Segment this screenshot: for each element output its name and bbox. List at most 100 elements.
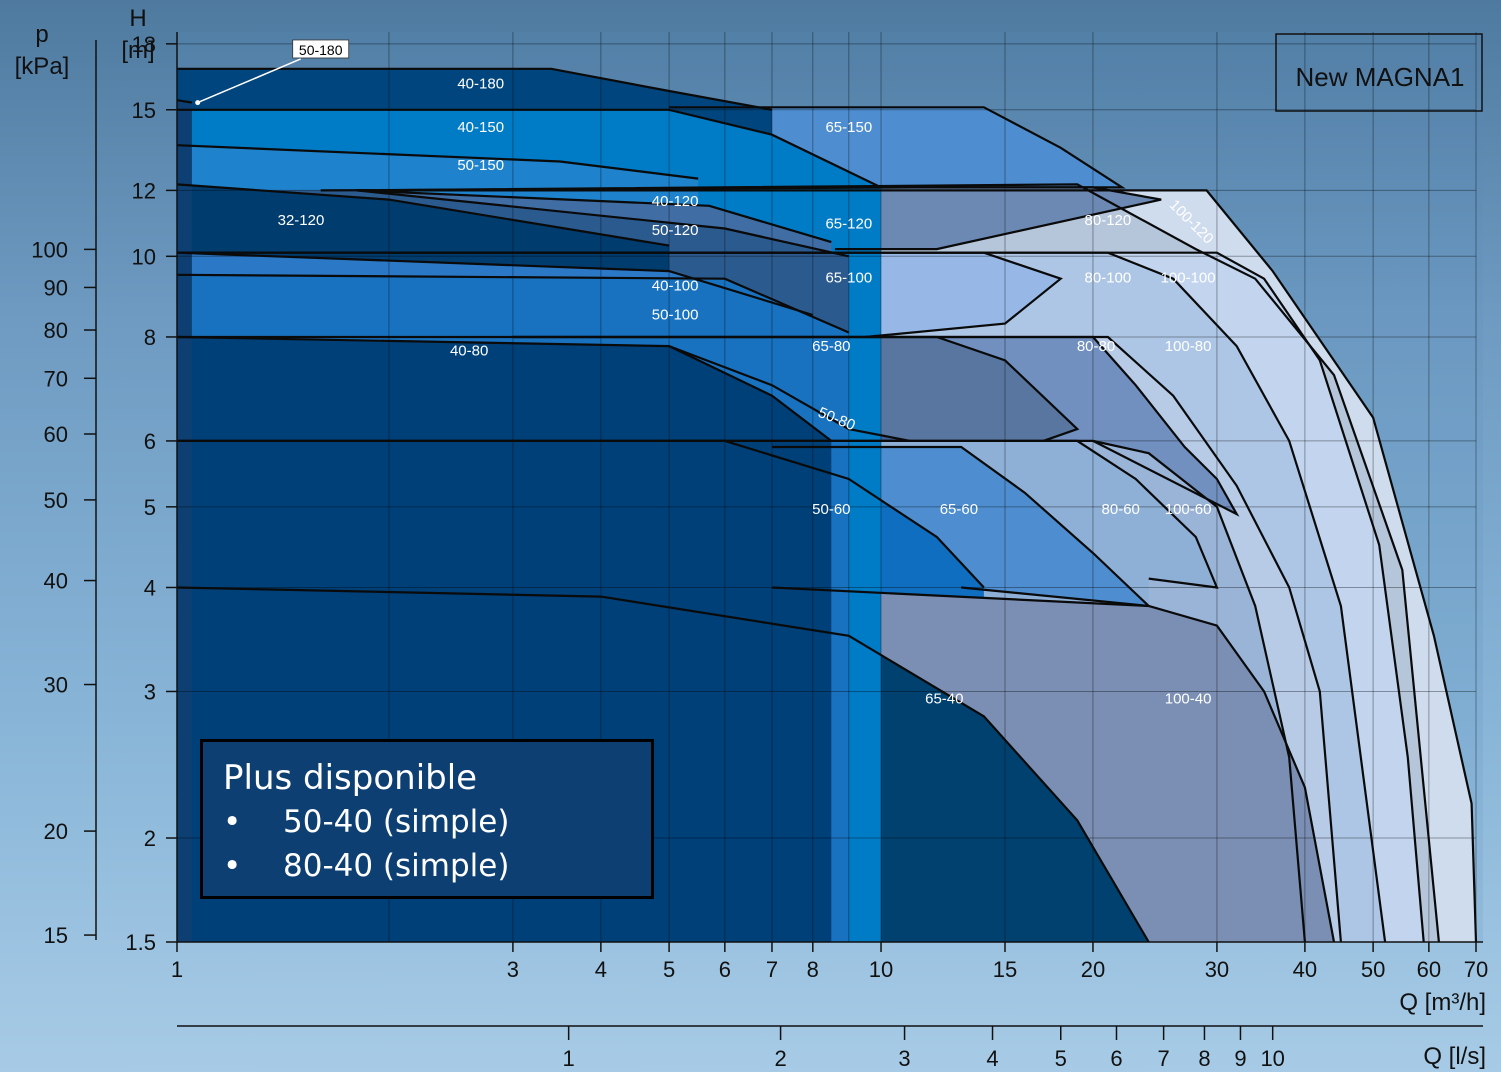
ls-tick-layer: 1 2 3 4 5 6 7 8 9 10 — [563, 1026, 1285, 1071]
kpa-tick-label: 40 — [44, 569, 68, 594]
curve-50-60 — [177, 439, 985, 589]
curve-80-100 — [177, 251, 1387, 943]
y-tick-label: 1.5 — [125, 930, 156, 955]
curve-100-80 — [177, 335, 1342, 943]
kpa-tick-label: 50 — [44, 488, 68, 513]
x-axis-label: Q [m³/h] — [1399, 989, 1486, 1016]
kpa-tick-label: 30 — [44, 673, 68, 698]
label-leader-dot — [195, 100, 201, 106]
y-tick-label: 8 — [144, 325, 156, 350]
curve-80-120 — [356, 183, 1440, 943]
ls-tick-label: 2 — [774, 1046, 786, 1071]
kpa-tick-label: 90 — [44, 275, 68, 300]
note-item: • 80-40 (simple) — [223, 844, 651, 888]
ls-tick-label: 7 — [1157, 1046, 1169, 1071]
region-label: 50-60 — [812, 501, 850, 518]
curve-100-60 — [177, 439, 1306, 943]
x-tick-label: 10 — [869, 957, 893, 982]
y-axis-label-unit: [m] — [121, 37, 154, 64]
y-tick-label: 2 — [144, 826, 156, 851]
ls-tick-label: 8 — [1198, 1046, 1210, 1071]
x-tick-label: 6 — [719, 957, 731, 982]
y-tick-label: 18 — [132, 32, 156, 57]
ls-tick-label: 9 — [1234, 1046, 1246, 1071]
kpa-tick-layer: 15 20 30 40 50 60 70 80 90 100 — [31, 237, 96, 948]
region-label: 65-150 — [825, 119, 872, 136]
x-tick-label: 15 — [993, 957, 1017, 982]
curve-40-100 — [176, 251, 814, 317]
region-label: 100-100 — [1161, 270, 1216, 287]
region-label: 65-120 — [825, 215, 872, 232]
availability-note: Plus disponible • 50-40 (simple) • 80-40 (… — [200, 739, 654, 899]
region-label: 50-120 — [652, 222, 699, 239]
region-label: 65-40 — [925, 691, 963, 708]
x-tick-label: 30 — [1205, 957, 1229, 982]
ls-tick-label: 3 — [898, 1046, 910, 1071]
note-list: • 50-40 (simple) • 80-40 (simple) — [223, 800, 651, 888]
curve-40-120 — [356, 189, 832, 244]
region-label-layer: 50-180 40-180 40-150 65-150 50-150 32-120 40-1… — [195, 39, 1217, 708]
curve-50-120 — [356, 189, 850, 258]
x-tick-label: 40 — [1293, 957, 1317, 982]
y-axis-label-symbol: H — [129, 5, 146, 32]
region-label: 50-100 — [652, 306, 699, 323]
curve-65-80 — [512, 335, 1080, 442]
note-title: Plus disponible — [223, 758, 478, 798]
curve-100-40 — [771, 586, 1336, 943]
region-label: 100-80 — [1165, 338, 1212, 355]
region-label: 80-80 — [1077, 338, 1115, 355]
x-tick-label: 50 — [1361, 957, 1385, 982]
region-label: 100-60 — [1165, 501, 1212, 518]
x-tick-label: 20 — [1081, 957, 1105, 982]
x-tick-label: 4 — [595, 957, 607, 982]
y-tick-label: 15 — [132, 98, 156, 123]
x-tick-label: 70 — [1464, 957, 1488, 982]
y-tick-label: 4 — [144, 575, 156, 600]
curve-50-150 — [176, 144, 699, 180]
kpa-tick-label: 80 — [44, 318, 68, 343]
region-label: 65-100 — [825, 270, 872, 287]
region-label: 80-60 — [1102, 501, 1140, 518]
region-label: 50-180 — [299, 42, 343, 58]
curve-50-180 — [176, 99, 193, 104]
region-label: 50-150 — [457, 157, 504, 174]
curve-40-150 — [177, 108, 882, 189]
region-label: 40-180 — [457, 76, 504, 93]
region-label: 32-120 — [278, 212, 325, 229]
kpa-axis-label-unit: [kPa] — [15, 53, 70, 80]
y-tick-label: 3 — [144, 679, 156, 704]
ls-axis-label: Q [l/s] — [1423, 1043, 1486, 1070]
bullet: • — [223, 804, 242, 840]
region-label: 100-40 — [1165, 691, 1212, 708]
x-tick-label: 7 — [766, 957, 778, 982]
y-tick-layer: 1.5 2 3 4 5 6 8 10 12 15 18 — [125, 32, 177, 955]
y-tick-label: 10 — [132, 244, 156, 269]
curve-32-120 — [176, 183, 670, 247]
curve-65-100 — [388, 251, 1063, 339]
ls-tick-label: 1 — [563, 1046, 575, 1071]
region-label: 40-120 — [652, 193, 699, 210]
chart-title: New MAGNA1 — [1295, 62, 1464, 92]
kpa-tick-label: 15 — [44, 923, 68, 948]
kpa-tick-label: 60 — [44, 422, 68, 447]
curve-80-80 — [512, 335, 1240, 517]
curve-80-60 — [669, 439, 1219, 589]
curve-40-80 — [176, 335, 832, 442]
outline-layer — [176, 67, 1478, 943]
curve-50-100 — [176, 273, 850, 334]
curve-65-40 — [176, 586, 1150, 943]
ls-tick-label: 5 — [1055, 1046, 1067, 1071]
curve-65-60 — [772, 445, 1152, 608]
kpa-tick-label: 70 — [44, 366, 68, 391]
ls-tick-label: 6 — [1110, 1046, 1122, 1071]
note-item-text: 50-40 (simple) — [283, 804, 510, 840]
region-label: 40-80 — [450, 342, 488, 359]
x-tick-label: 5 — [663, 957, 675, 982]
curve-65-120 — [320, 186, 1162, 251]
label-box — [292, 39, 350, 59]
region-label: 80-100 — [1085, 270, 1132, 287]
note-item-text: 80-40 (simple) — [283, 848, 510, 884]
region-label: 40-100 — [652, 277, 699, 294]
ls-tick-label: 10 — [1260, 1046, 1284, 1071]
